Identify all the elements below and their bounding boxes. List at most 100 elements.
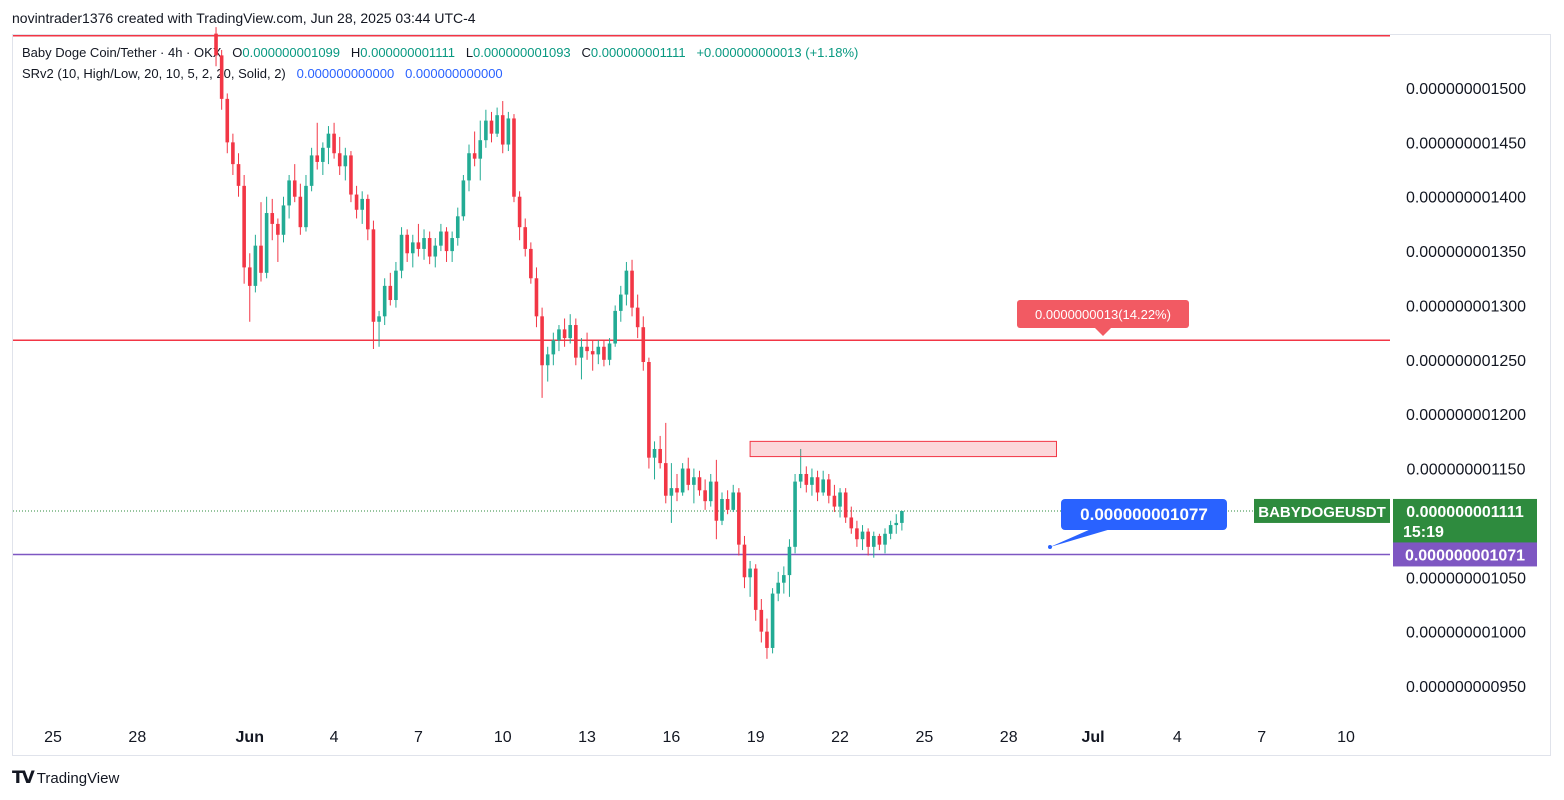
supply-zone-rect[interactable]: [749, 440, 1057, 458]
candle-body: [759, 609, 764, 632]
candle-body: [343, 155, 348, 167]
target-badge-label: 0.0000000013(14.22%): [1035, 307, 1171, 322]
support-price-label: 0.000000001071: [1405, 547, 1525, 564]
candle-body: [641, 327, 646, 362]
candle-body: [349, 155, 353, 195]
support-price-box[interactable]: [1393, 542, 1537, 567]
candle-body: [326, 133, 331, 148]
candle-body: [798, 473, 803, 482]
candle-body: [337, 153, 342, 167]
candle-body: [692, 477, 696, 485]
candle-body: [647, 361, 651, 458]
candle-body: [737, 492, 741, 545]
candle-body: [787, 546, 792, 576]
change-value: +0.000000000013 (+1.18%): [696, 45, 859, 60]
candle-body: [321, 147, 325, 162]
candle-body: [287, 180, 291, 206]
candle-body: [888, 525, 893, 534]
callout-pointer: [1050, 529, 1111, 547]
x-tick-label: 4: [1173, 729, 1182, 746]
low-value: 0.000000001093: [473, 45, 571, 60]
high-value: 0.000000001111: [360, 45, 455, 60]
close-label: C: [581, 45, 591, 60]
candle-body: [697, 477, 702, 491]
symbol-label[interactable]: Baby Doge Coin/Tether · 4h · OKX: [22, 45, 222, 60]
candle-body: [557, 329, 561, 341]
candle-body: [512, 118, 516, 197]
y-tick-label: 0.000000000950: [1406, 679, 1526, 696]
y-tick-label: 0.000000001350: [1406, 244, 1526, 261]
candle-body: [489, 120, 494, 134]
candle-body: [529, 248, 533, 279]
candle-body: [821, 479, 825, 493]
candle-body: [517, 196, 522, 228]
candle-body: [304, 185, 308, 228]
candle-body: [219, 55, 224, 99]
candle-body: [394, 270, 398, 301]
candle-body: [652, 448, 657, 458]
candle-body: [377, 316, 381, 322]
chart-frame: [12, 34, 1551, 756]
high-label: H: [350, 45, 361, 60]
candle-body: [855, 528, 859, 540]
open-value: 0.000000001099: [242, 45, 341, 60]
tradingview-logo-icon: 𝗧𝗩: [12, 768, 35, 787]
candle-body: [433, 245, 438, 257]
candle-body: [455, 216, 460, 239]
candle-body: [765, 631, 769, 648]
candle-body: [843, 492, 848, 518]
candle-body: [900, 510, 904, 523]
target-badge[interactable]: [1017, 300, 1189, 328]
candle-body: [315, 155, 320, 162]
y-tick-label: 0.000000001050: [1406, 570, 1526, 587]
candle-body: [427, 238, 432, 257]
symbol-tag[interactable]: [1254, 498, 1390, 523]
candle-body: [585, 346, 589, 352]
last-price-box[interactable]: [1393, 498, 1537, 543]
candle-body: [467, 153, 471, 181]
candle-body: [815, 477, 820, 493]
candle-body: [276, 223, 280, 235]
candle-body: [669, 488, 674, 496]
candle-body: [236, 164, 241, 186]
candle-body: [214, 33, 218, 56]
y-tick-label: 0.000000001450: [1406, 135, 1526, 152]
candle-body: [883, 533, 887, 545]
x-tick-label: 25: [915, 729, 933, 746]
low-label: L: [465, 45, 474, 60]
x-tick-label: 28: [1000, 729, 1018, 746]
indicator-label[interactable]: SRv2 (10, High/Low, 20, 10, 5, 2, 20, So…: [22, 66, 286, 81]
footer-brand[interactable]: 𝗧𝗩 TradingView: [12, 768, 119, 788]
y-tick-label: 0.000000001250: [1406, 353, 1526, 370]
candle-body: [894, 522, 899, 526]
candle-body: [354, 194, 359, 210]
y-tick-label: 0.000000001000: [1406, 625, 1526, 642]
candle-body: [675, 488, 679, 493]
candle-body: [793, 481, 797, 547]
candle-body: [866, 531, 870, 547]
candle-body: [849, 517, 854, 529]
candle-body: [360, 198, 364, 210]
candle-body: [714, 481, 719, 521]
x-tick-label: 28: [128, 729, 146, 746]
candle-body: [624, 270, 629, 295]
candle-body: [703, 490, 707, 502]
candle-body: [748, 568, 752, 578]
target-badge-pointer: [1095, 328, 1111, 336]
countdown-label: 15:19: [1403, 524, 1444, 541]
ohlc-legend: Baby Doge Coin/Tether · 4h · OKX O0.0000…: [22, 45, 858, 60]
candle-body: [231, 142, 235, 165]
candle-body: [545, 354, 550, 366]
candle-body: [332, 133, 336, 154]
candle-body: [742, 544, 747, 578]
candle-body: [472, 153, 477, 159]
price-callout[interactable]: [1061, 499, 1227, 530]
x-tick-label: 10: [494, 729, 512, 746]
x-tick-label: 16: [662, 729, 680, 746]
candle-body: [871, 535, 876, 547]
candle-body: [776, 582, 781, 594]
candle-body: [371, 229, 376, 322]
candle-body: [461, 180, 466, 217]
callout-label: 0.000000001077: [1080, 505, 1208, 524]
